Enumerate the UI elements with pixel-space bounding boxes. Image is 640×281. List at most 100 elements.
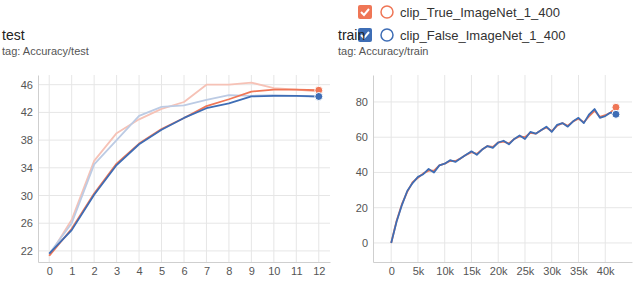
grid-line — [38, 167, 330, 168]
grid-line — [116, 75, 117, 262]
grid-line — [391, 75, 392, 262]
x-tick: 25k — [517, 262, 535, 277]
y-axis: 0 20 40 60 80 — [356, 76, 374, 263]
grid-line — [251, 75, 252, 262]
y-tick: 26 — [21, 217, 38, 229]
grid-line — [139, 75, 140, 262]
x-tick: 5 — [159, 262, 165, 277]
x-tick: 35k — [570, 262, 588, 277]
grid-line — [71, 75, 72, 262]
y-tick: 22 — [21, 245, 38, 257]
grid-line — [498, 75, 499, 262]
x-tick-label: 5 — [159, 265, 165, 277]
grid-line — [373, 101, 632, 102]
y-axis-line — [373, 76, 374, 263]
x-tick-label: 40k — [597, 265, 615, 277]
x-tick: 0 — [47, 262, 53, 277]
x-tick-label: 30k — [543, 265, 561, 277]
y-tick-label: 20 — [356, 202, 368, 214]
grid-line — [296, 75, 297, 262]
grid-line — [373, 137, 632, 138]
y-tick-label: 0 — [362, 237, 368, 249]
y-tick-label: 34 — [21, 162, 33, 174]
y-tick-label: 60 — [356, 131, 368, 143]
x-tick: 12 — [313, 262, 325, 277]
x-tick-label: 10 — [268, 265, 280, 277]
grid-line — [206, 75, 207, 262]
x-tick: 15k — [463, 262, 481, 277]
y-tick: 60 — [356, 131, 373, 143]
x-axis-line — [39, 262, 331, 263]
y-tick: 80 — [356, 96, 373, 108]
x-axis: 0123456789101112 — [39, 262, 331, 277]
x-tick-label: 9 — [249, 265, 255, 277]
grid-line — [318, 75, 319, 262]
x-axis: 0 5k 10k 15k 20k 25k 30k 35k 40k — [374, 262, 633, 277]
x-tick-label: 35k — [570, 265, 588, 277]
grid-line — [273, 75, 274, 262]
grid-line — [94, 75, 95, 262]
x-tick: 9 — [249, 262, 255, 277]
x-tick-label: 4 — [137, 265, 143, 277]
grid-line — [373, 242, 632, 243]
y-tick-label: 80 — [356, 96, 368, 108]
y-tick: 30 — [21, 190, 38, 202]
legend: clip_True_ImageNet_1_400 clip_False_Image… — [358, 5, 566, 43]
title: test — [2, 27, 25, 43]
x-tick-label: 0 — [47, 265, 53, 277]
y-tick: 20 — [356, 202, 373, 214]
legend-item[interactable]: clip_True_ImageNet_1_400 — [358, 5, 560, 20]
grid-line — [38, 223, 330, 224]
x-tick-label: 1 — [69, 265, 75, 277]
x-tick-label: 25k — [517, 265, 535, 277]
x-tick-label: 20k — [490, 265, 508, 277]
y-axis-line — [38, 76, 39, 263]
x-tick-label: 8 — [226, 265, 232, 277]
series-line — [49, 90, 319, 256]
y-tick: 34 — [21, 162, 38, 174]
y-tick-label: 38 — [21, 134, 33, 146]
x-tick: 1 — [69, 262, 75, 277]
grid-line — [605, 75, 606, 262]
x-tick-label: 10k — [436, 265, 454, 277]
y-tick-label: 30 — [21, 190, 33, 202]
grid-line — [38, 250, 330, 251]
x-tick: 20k — [490, 262, 508, 277]
legend-item[interactable]: clip_False_ImageNet_1_400 — [358, 28, 566, 43]
legend-checkbox[interactable] — [358, 5, 372, 19]
x-tick: 3 — [114, 262, 120, 277]
legend-swatch — [381, 6, 393, 18]
legend-check — [361, 9, 369, 15]
series-line — [49, 83, 319, 256]
x-tick: 0 — [389, 262, 395, 277]
x-tick: 10k — [436, 262, 454, 277]
chart: traintag: Accuracy/train05k10k15k20k25k3… — [338, 27, 633, 277]
end-marker — [315, 92, 323, 100]
x-tick-label: 3 — [114, 265, 120, 277]
grid-line — [373, 172, 632, 173]
y-tick-label: 40 — [356, 166, 368, 178]
x-tick-label: 0 — [389, 265, 395, 277]
x-tick-label: 12 — [313, 265, 325, 277]
end-marker — [612, 110, 620, 118]
grid-line — [524, 75, 525, 262]
grid-line — [471, 75, 472, 262]
x-tick-label: 7 — [204, 265, 210, 277]
x-tick: 4 — [137, 262, 143, 277]
grid-line — [38, 140, 330, 141]
series-line — [391, 107, 616, 243]
series-line — [49, 95, 319, 254]
chart: testtag: Accuracy/test012345678910111222… — [2, 27, 331, 277]
x-tick-label: 15k — [463, 265, 481, 277]
x-tick-label: 6 — [181, 265, 187, 277]
plot-area — [49, 83, 323, 256]
x-tick-label: 2 — [92, 265, 98, 277]
grid — [38, 75, 330, 262]
y-tick: 40 — [356, 166, 373, 178]
y-tick-label: 26 — [21, 217, 33, 229]
y-axis: 22263034384246 — [21, 76, 39, 263]
x-tick: 7 — [204, 262, 210, 277]
x-tick: 5k — [413, 262, 425, 277]
series-line — [391, 109, 616, 243]
x-tick: 40k — [597, 262, 615, 277]
